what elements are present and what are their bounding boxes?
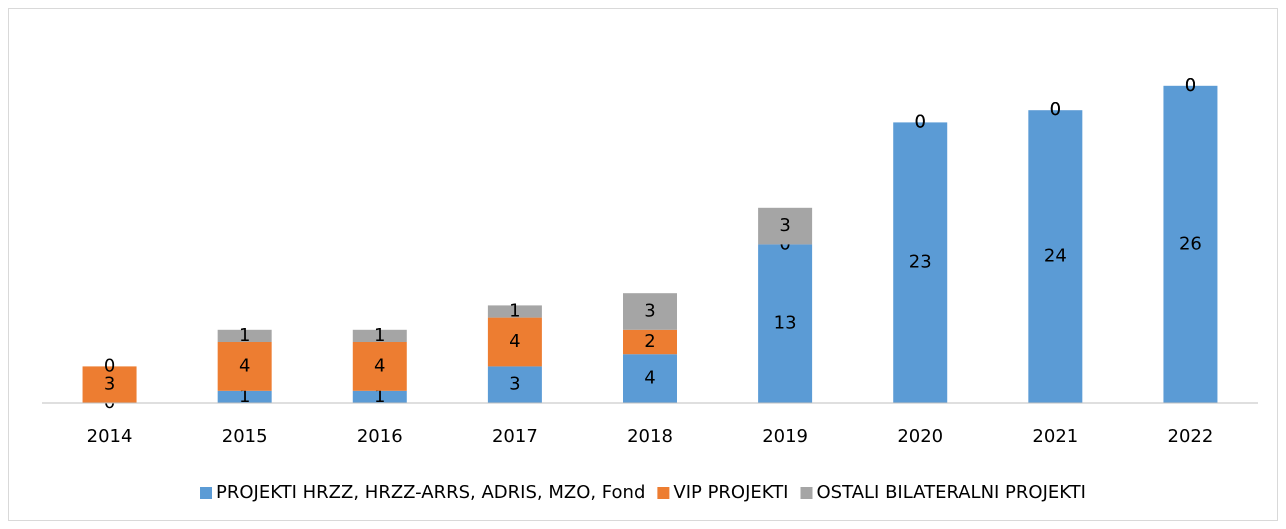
legend-label: OSTALI BILATERALNI PROJEKTI — [817, 482, 1086, 503]
data-label: 1 — [374, 386, 385, 407]
bar-segment — [487, 317, 542, 367]
data-label: 0 — [914, 111, 925, 132]
bar-segment — [1028, 110, 1083, 403]
bar-segment — [1163, 85, 1218, 404]
x-tick-label: 2018 — [627, 426, 673, 447]
bar-segment — [217, 390, 272, 403]
data-label: 1 — [239, 325, 250, 346]
x-tick-label: 2014 — [87, 426, 133, 447]
bar-segment — [487, 366, 542, 403]
legend-swatch — [657, 487, 670, 499]
x-tick-label: 2022 — [1168, 426, 1214, 447]
data-label: 4 — [509, 331, 520, 352]
data-label: 0 — [1185, 75, 1196, 96]
x-tick-label: 2019 — [762, 426, 808, 447]
x-tick-label: 2015 — [222, 426, 268, 447]
bar-segment — [217, 342, 272, 391]
x-tick-label: 2020 — [897, 426, 943, 447]
bar-segment — [893, 122, 948, 404]
data-label: 0 — [1050, 99, 1061, 120]
x-tick-label: 2016 — [357, 426, 403, 447]
data-label: 13 — [774, 313, 797, 334]
bar-segment — [352, 342, 407, 391]
data-label: 4 — [374, 355, 385, 376]
legend-swatch — [800, 487, 813, 499]
bar-segment — [623, 354, 677, 403]
data-label: 3 — [644, 301, 655, 322]
data-label: 0 — [104, 355, 115, 376]
data-label: 0 — [914, 111, 925, 132]
data-label: 1 — [239, 386, 250, 407]
data-label: 4 — [239, 355, 250, 376]
data-label: 0 — [1050, 99, 1061, 120]
legend-swatch — [200, 487, 213, 499]
data-label: 0 — [1185, 75, 1196, 96]
bar-segment — [487, 305, 542, 318]
bar-segment — [352, 329, 407, 342]
bar-segment — [623, 329, 677, 355]
bar-segment — [758, 244, 813, 403]
data-label: 4 — [644, 368, 655, 389]
data-label: 24 — [1044, 246, 1067, 267]
x-tick-label: 2017 — [492, 426, 538, 447]
legend-label: PROJEKTI HRZZ, HRZZ-ARRS, ADRIS, MZO, Fo… — [216, 482, 645, 503]
data-label: 23 — [909, 252, 932, 273]
bar-segment — [623, 293, 677, 330]
data-label: 3 — [779, 215, 790, 236]
data-label: 1 — [509, 301, 520, 322]
data-label: 3 — [509, 374, 520, 395]
data-label: 3 — [104, 374, 115, 395]
bar-segment — [352, 390, 407, 403]
data-label: 26 — [1179, 233, 1202, 254]
data-label: 2 — [644, 331, 655, 352]
x-tick-label: 2021 — [1032, 426, 1078, 447]
legend-label: VIP PROJEKTI — [673, 482, 788, 503]
bar-segment — [758, 207, 813, 245]
data-label: 1 — [374, 325, 385, 346]
bar-segment — [82, 366, 137, 403]
bar-segment — [217, 329, 272, 342]
